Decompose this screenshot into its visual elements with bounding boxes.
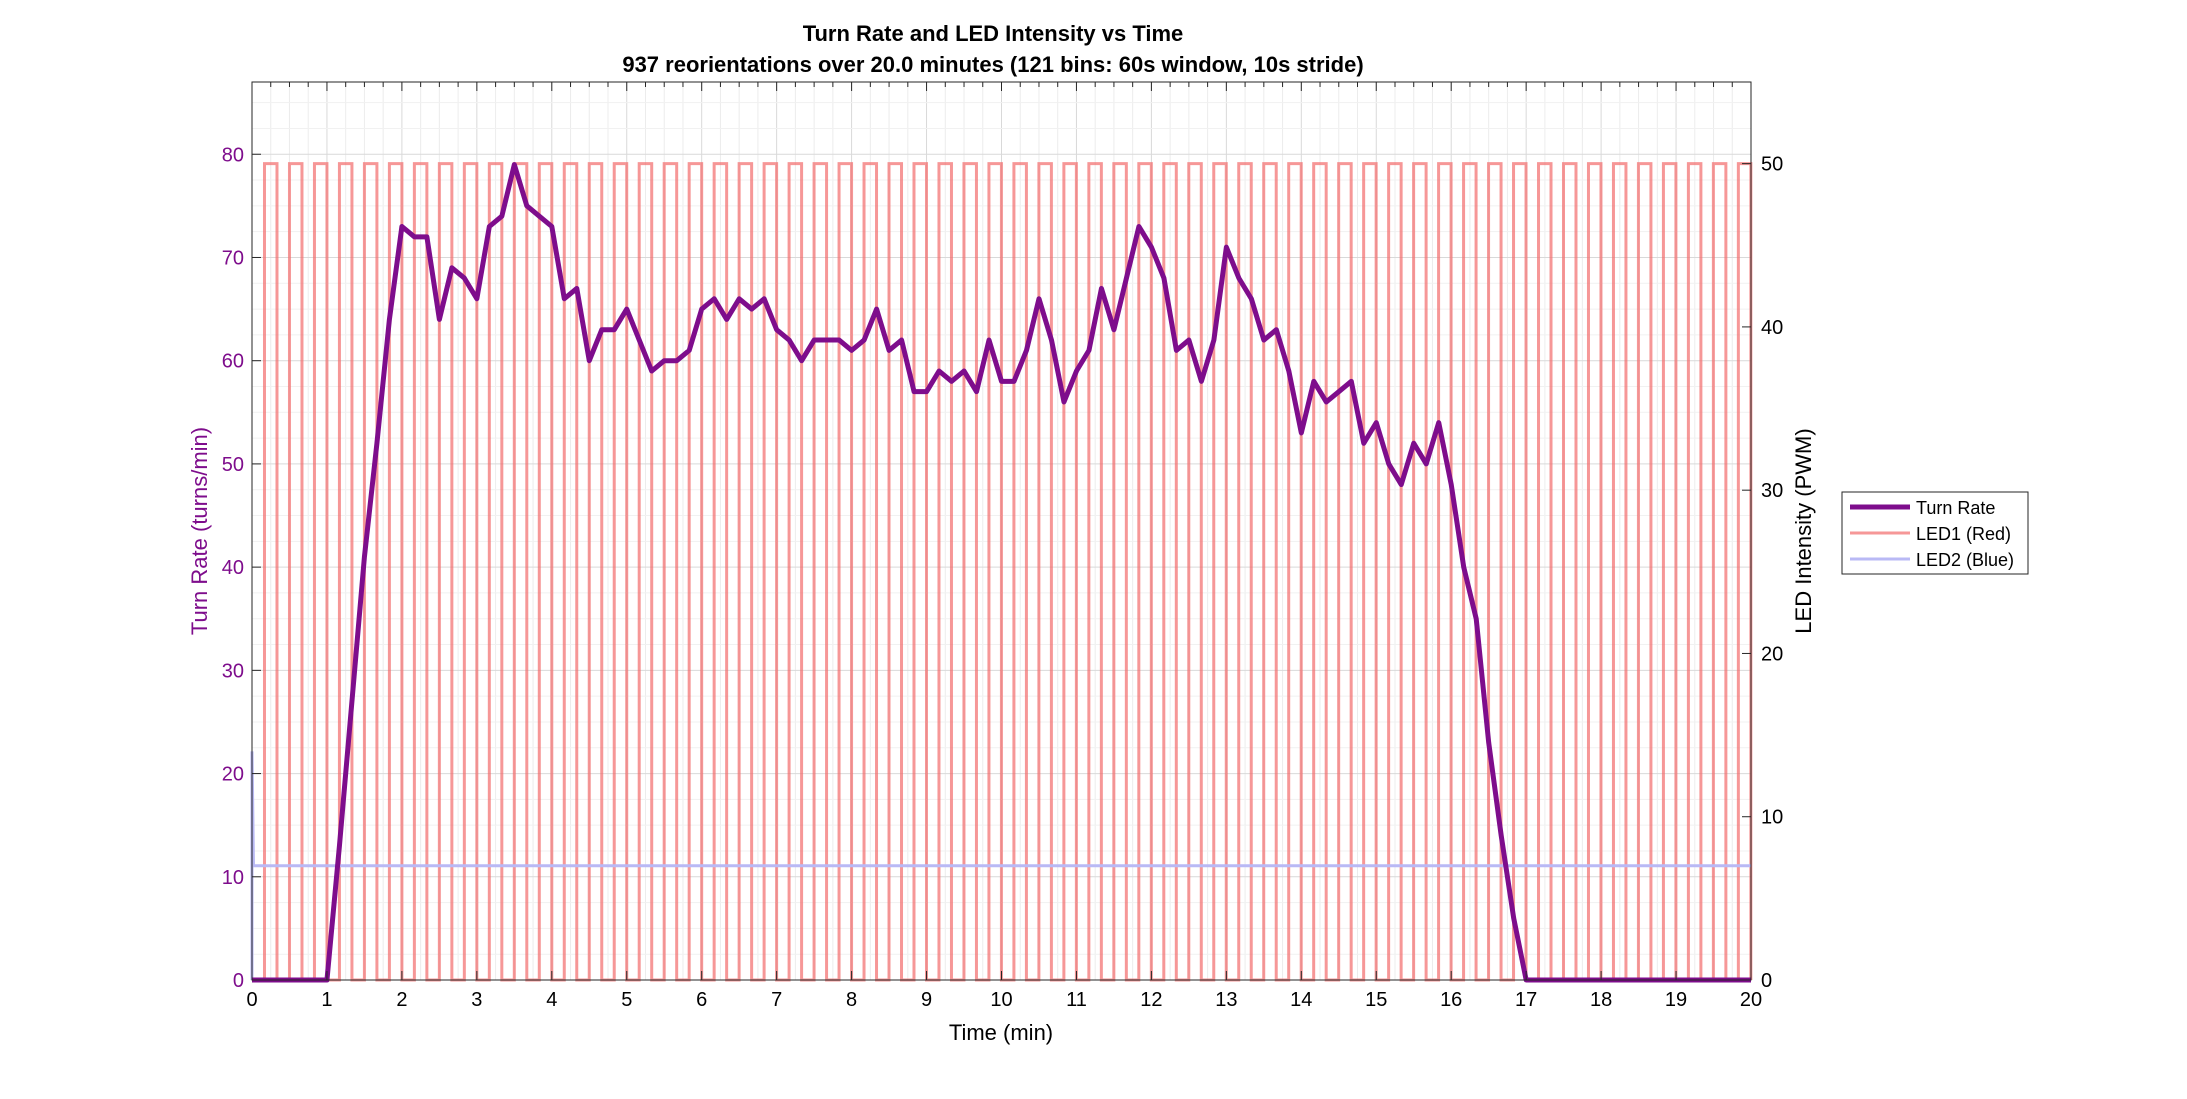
x-tick-label: 16 <box>1440 989 1462 1011</box>
chart-subtitle: 937 reorientations over 20.0 minutes (12… <box>622 52 1363 77</box>
y-tick-right-label: 20 <box>1761 643 1783 665</box>
y-axis-left: 0 10 20 30 40 50 60 70 80 <box>222 144 261 992</box>
y-tick-right-label: 30 <box>1761 480 1783 502</box>
x-tick-label: 15 <box>1365 989 1387 1011</box>
legend-label-led1: LED1 (Red) <box>1916 524 2011 544</box>
x-tick-label: 9 <box>921 989 932 1011</box>
legend: Turn Rate LED1 (Red) LED2 (Blue) <box>1841 491 2029 575</box>
y-tick-right-label: 50 <box>1761 154 1783 176</box>
x-tick-label: 8 <box>846 989 857 1011</box>
x-tick-label: 3 <box>471 989 482 1011</box>
y-tick-right-label: 10 <box>1761 807 1783 829</box>
x-tick-label: 13 <box>1215 989 1237 1011</box>
x-tick-label: 7 <box>771 989 782 1011</box>
y-tick-left-label: 30 <box>222 660 244 682</box>
x-axis-label: Time (min) <box>949 1020 1053 1045</box>
x-tick-label: 18 <box>1590 989 1612 1011</box>
y-tick-left-label: 60 <box>222 351 244 373</box>
x-tick-label: 2 <box>396 989 407 1011</box>
y-tick-left-label: 80 <box>222 144 244 166</box>
y-tick-left-label: 10 <box>222 867 244 889</box>
legend-label-turn-rate: Turn Rate <box>1916 498 1995 518</box>
x-axis: 0 1 2 3 4 5 6 7 8 9 10 11 12 13 14 15 16 17 18 19 20 <box>246 971 1762 1011</box>
x-tick-label: 17 <box>1515 989 1537 1011</box>
y-tick-left-label: 40 <box>222 557 244 579</box>
x-tick-label: 20 <box>1740 989 1762 1011</box>
y-axis-right-label: LED Intensity (PWM) <box>1791 428 1816 633</box>
x-tick-label: 12 <box>1140 989 1162 1011</box>
x-tick-label: 19 <box>1665 989 1687 1011</box>
x-tick-label: 4 <box>546 989 557 1011</box>
x-tick-label: 10 <box>990 989 1012 1011</box>
x-tick-label: 6 <box>696 989 707 1011</box>
y-tick-right-label: 40 <box>1761 317 1783 339</box>
y-tick-left-label: 0 <box>233 970 244 992</box>
y-tick-left-label: 50 <box>222 454 244 476</box>
y-tick-left-label: 20 <box>222 764 244 786</box>
chart-title: Turn Rate and LED Intensity vs Time <box>803 21 1184 46</box>
x-tick-label: 11 <box>1066 989 1087 1011</box>
x-tick-label: 1 <box>321 989 332 1011</box>
legend-label-led2: LED2 (Blue) <box>1916 550 2014 570</box>
y-tick-left-label: 70 <box>222 247 244 269</box>
y-axis-right: 0 10 20 30 40 50 <box>1742 154 1783 992</box>
x-tick-label: 5 <box>621 989 632 1011</box>
turn-rate-line <box>252 162 1751 983</box>
x-tick-label: 14 <box>1290 989 1312 1011</box>
x-tick-label: 0 <box>246 989 257 1011</box>
turn-rate-series <box>252 162 1751 983</box>
y-axis-left-label: Turn Rate (turns/min) <box>187 427 212 635</box>
y-tick-right-label: 0 <box>1761 970 1772 992</box>
